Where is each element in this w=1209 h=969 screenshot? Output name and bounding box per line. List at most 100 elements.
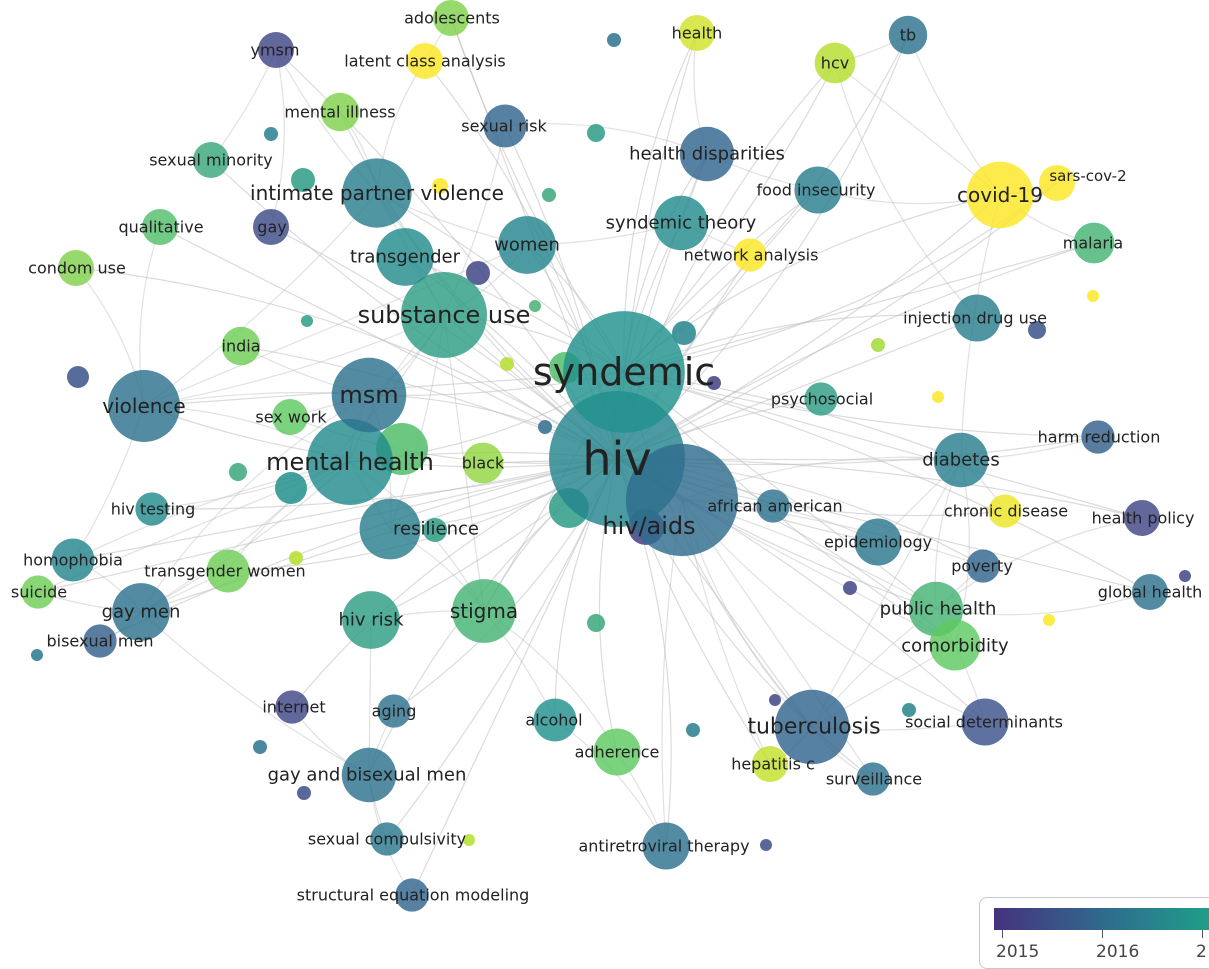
keyword-node[interactable]: [258, 32, 294, 68]
keyword-node[interactable]: [1124, 500, 1160, 536]
unlabeled-node[interactable]: [1028, 321, 1046, 339]
unlabeled-node[interactable]: [707, 376, 721, 390]
keyword-node[interactable]: [953, 294, 1001, 342]
keyword-node[interactable]: [320, 92, 360, 132]
keyword-node[interactable]: [377, 694, 411, 728]
keyword-node[interactable]: [774, 689, 850, 765]
keyword-node[interactable]: [272, 399, 308, 435]
keyword-node[interactable]: [306, 418, 394, 506]
keyword-node[interactable]: [342, 158, 412, 228]
unlabeled-node[interactable]: [538, 420, 552, 434]
keyword-node[interactable]: [929, 619, 981, 671]
keyword-node[interactable]: [370, 822, 404, 856]
keyword-node[interactable]: [1073, 222, 1115, 264]
keyword-label: epidemiology: [824, 533, 932, 552]
keyword-node[interactable]: [988, 494, 1022, 528]
keyword-node[interactable]: [395, 878, 429, 912]
keyword-node[interactable]: [433, 0, 469, 36]
unlabeled-node[interactable]: [686, 723, 700, 737]
keyword-node[interactable]: [679, 15, 715, 51]
unlabeled-node[interactable]: [67, 366, 89, 388]
keyword-node[interactable]: [331, 357, 407, 433]
keyword-node[interactable]: [642, 822, 690, 870]
keyword-node[interactable]: [221, 326, 261, 366]
keyword-node[interactable]: [856, 762, 890, 796]
unlabeled-node[interactable]: [229, 463, 247, 481]
keyword-node[interactable]: [483, 104, 527, 148]
unlabeled-node[interactable]: [264, 127, 278, 141]
keyword-node[interactable]: [593, 728, 641, 776]
keyword-node[interactable]: [253, 209, 289, 245]
unlabeled-node[interactable]: [275, 472, 307, 504]
keyword-node[interactable]: [888, 15, 928, 55]
unlabeled-node[interactable]: [423, 518, 447, 542]
keyword-node[interactable]: [359, 498, 421, 560]
unlabeled-node[interactable]: [466, 261, 490, 285]
unlabeled-node[interactable]: [760, 839, 772, 851]
keyword-node[interactable]: [961, 698, 1009, 746]
keyword-node[interactable]: [275, 690, 309, 724]
keyword-node[interactable]: [1039, 165, 1075, 201]
unlabeled-node[interactable]: [607, 33, 621, 47]
unlabeled-node[interactable]: [500, 357, 514, 371]
keyword-node[interactable]: [108, 370, 180, 442]
unlabeled-node[interactable]: [1179, 570, 1191, 582]
network-edge: [75, 267, 618, 460]
unlabeled-node[interactable]: [253, 740, 267, 754]
keyword-node[interactable]: [142, 209, 178, 245]
keyword-node[interactable]: [733, 238, 767, 272]
unlabeled-node[interactable]: [291, 168, 315, 192]
unlabeled-node[interactable]: [587, 614, 605, 632]
unlabeled-node[interactable]: [542, 188, 556, 202]
keyword-node[interactable]: [83, 624, 117, 658]
keyword-node[interactable]: [933, 432, 989, 488]
unlabeled-node[interactable]: [31, 649, 43, 661]
keyword-node[interactable]: [794, 166, 842, 214]
keyword-node[interactable]: [407, 43, 443, 79]
keyword-node[interactable]: [342, 591, 400, 649]
keyword-node[interactable]: [653, 195, 709, 251]
unlabeled-node[interactable]: [902, 703, 916, 717]
keyword-node[interactable]: [21, 575, 55, 609]
keyword-node[interactable]: [625, 443, 739, 557]
unlabeled-node[interactable]: [672, 321, 696, 345]
keyword-node[interactable]: [752, 746, 788, 782]
keyword-node[interactable]: [756, 489, 790, 523]
keyword-node[interactable]: [58, 250, 94, 286]
keyword-node[interactable]: [804, 382, 838, 416]
unlabeled-node[interactable]: [769, 694, 781, 706]
unlabeled-node[interactable]: [301, 315, 313, 327]
unlabeled-node[interactable]: [1087, 290, 1099, 302]
unlabeled-node[interactable]: [529, 300, 541, 312]
keyword-node[interactable]: [400, 271, 488, 359]
keyword-node[interactable]: [206, 549, 250, 593]
unlabeled-node[interactable]: [463, 834, 475, 846]
unlabeled-node[interactable]: [843, 581, 857, 595]
keyword-node[interactable]: [966, 549, 1000, 583]
keyword-label: women: [494, 235, 560, 256]
keyword-node[interactable]: [341, 747, 397, 803]
unlabeled-node[interactable]: [871, 338, 885, 352]
keyword-node[interactable]: [112, 583, 170, 641]
unlabeled-node[interactable]: [289, 551, 303, 565]
keyword-node[interactable]: [563, 311, 685, 433]
keyword-node[interactable]: [854, 518, 902, 566]
keyword-node[interactable]: [376, 228, 434, 286]
keyword-node[interactable]: [814, 42, 856, 84]
keyword-node[interactable]: [51, 538, 95, 582]
keyword-node[interactable]: [462, 442, 504, 484]
unlabeled-node[interactable]: [932, 391, 944, 403]
keyword-node[interactable]: [966, 161, 1034, 229]
keyword-node[interactable]: [533, 698, 577, 742]
keyword-node[interactable]: [1081, 420, 1115, 454]
unlabeled-node[interactable]: [432, 178, 448, 194]
keyword-node[interactable]: [498, 216, 556, 274]
keyword-node[interactable]: [135, 492, 169, 526]
unlabeled-node[interactable]: [587, 124, 605, 142]
keyword-node[interactable]: [679, 126, 735, 182]
unlabeled-node[interactable]: [297, 786, 311, 800]
unlabeled-node[interactable]: [1043, 614, 1055, 626]
keyword-node[interactable]: [1132, 574, 1168, 610]
keyword-node[interactable]: [452, 579, 516, 643]
keyword-node[interactable]: [193, 142, 229, 178]
